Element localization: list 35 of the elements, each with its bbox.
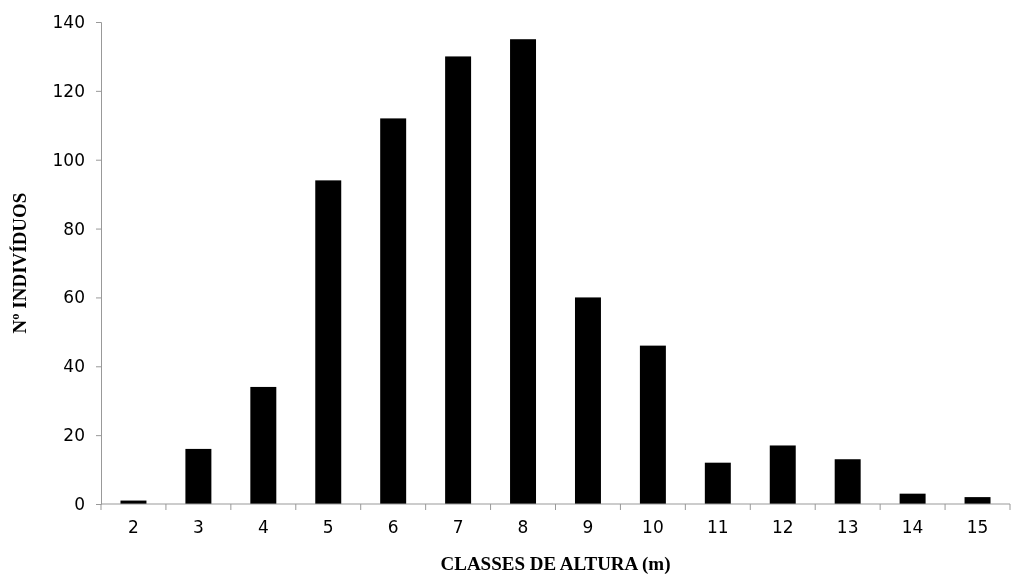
bar <box>769 445 796 504</box>
y-tick-label: 120 <box>52 80 85 101</box>
y-tick-label: 0 <box>74 493 85 514</box>
bar <box>510 39 537 504</box>
y-tick-label: 60 <box>63 287 85 308</box>
x-tick-label: 8 <box>517 517 529 537</box>
x-axis-title: CLASSES DE ALTURA (m) <box>440 553 671 575</box>
bar <box>185 448 212 504</box>
y-tick-label: 40 <box>63 356 85 377</box>
bar <box>380 118 407 504</box>
x-tick-label: 7 <box>452 517 464 537</box>
bar <box>445 56 472 504</box>
y-tick-label: 100 <box>52 149 85 170</box>
bar <box>639 345 666 504</box>
y-axis-title: Nº INDIVÍDUOS <box>9 192 30 334</box>
y-tick-label: 80 <box>63 218 85 239</box>
x-tick-label: 10 <box>642 517 664 537</box>
x-tick-label: 4 <box>257 517 269 537</box>
bar <box>315 180 342 504</box>
y-tick-label: 20 <box>63 425 85 446</box>
y-tick-label: 140 <box>52 11 85 32</box>
bar <box>704 462 731 504</box>
x-tick-label: 12 <box>771 517 794 537</box>
x-tick-label: 6 <box>387 517 399 537</box>
x-tick-label: 13 <box>836 517 859 537</box>
x-tick-label: 11 <box>707 517 729 537</box>
x-tick-label: 9 <box>582 517 594 537</box>
x-tick-label: 5 <box>322 517 334 537</box>
x-tick-label: 2 <box>128 517 139 537</box>
bar <box>834 459 861 504</box>
x-tick-label: 15 <box>966 517 989 537</box>
x-tick-label: 14 <box>901 517 924 537</box>
x-tick-label: 3 <box>192 517 204 537</box>
bar <box>574 297 601 504</box>
bar <box>250 386 277 504</box>
